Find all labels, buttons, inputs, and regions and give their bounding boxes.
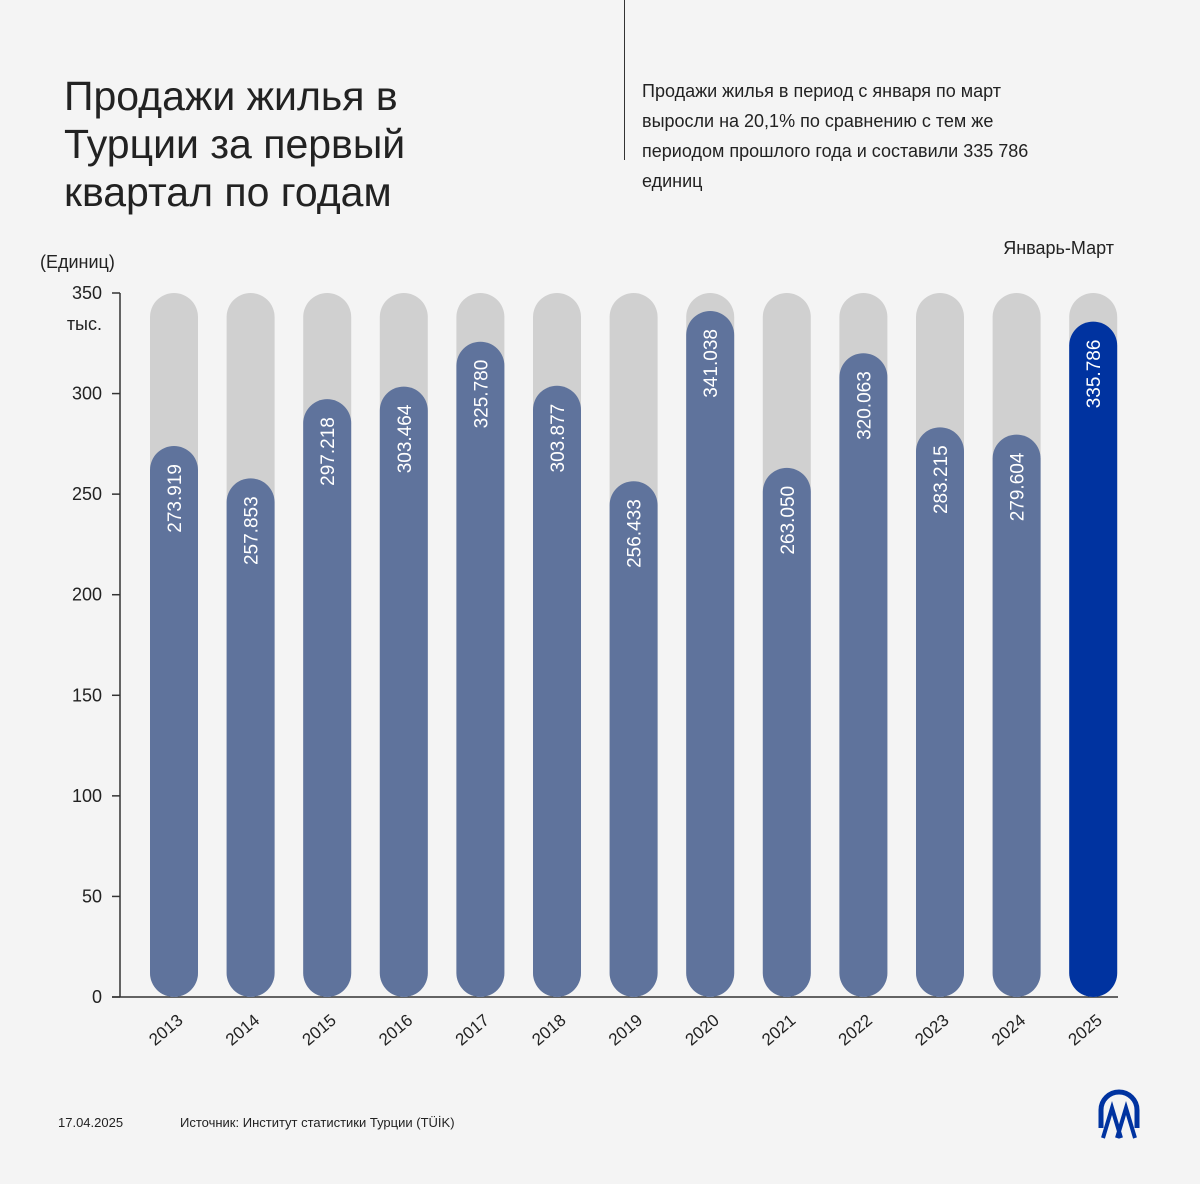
x-tick-label: 2018	[528, 1011, 569, 1050]
y-tick-label: 150	[72, 685, 102, 705]
data-label: 273.919	[165, 464, 186, 533]
bar-2023	[916, 427, 964, 997]
data-label: 303.464	[395, 404, 416, 473]
bar-2022	[839, 353, 888, 997]
x-tick-label: 2019	[605, 1011, 646, 1050]
bar-2014	[226, 478, 275, 997]
page-title: Продажи жилья в Турции за первый квартал…	[64, 73, 406, 215]
x-tick-label: 2023	[911, 1011, 952, 1050]
bar-2024	[992, 434, 1041, 997]
x-tick-label: 2017	[452, 1011, 493, 1050]
bar-2020	[686, 311, 735, 997]
x-tick-label: 2014	[222, 1011, 263, 1050]
x-tick-label: 2024	[988, 1011, 1029, 1050]
y-tick-label: 350	[72, 283, 102, 303]
bar-2018	[533, 385, 581, 997]
data-label: 257.853	[242, 496, 263, 565]
x-tick-label: 2013	[145, 1011, 186, 1050]
bar-2019	[609, 481, 658, 997]
y-tick-label: 200	[72, 585, 102, 605]
subtitle: Продажи жилья в период с января по март …	[642, 81, 1029, 191]
data-label: 325.780	[471, 360, 492, 429]
bar-2021	[762, 467, 811, 998]
x-tick-label: 2016	[375, 1011, 416, 1050]
x-tick-label: 2025	[1065, 1011, 1106, 1050]
bar-2016	[379, 386, 428, 997]
y-tick-label: 300	[72, 384, 102, 404]
footer-date: 17.04.2025	[58, 1115, 124, 1130]
y-tick-label: 0	[92, 987, 102, 1007]
x-tick-label: 2022	[835, 1011, 876, 1050]
y-tick-label: 50	[82, 886, 102, 906]
bar-2013	[150, 446, 198, 997]
data-label: 320.063	[854, 371, 875, 440]
data-label: 256.433	[625, 499, 646, 568]
x-tick-label: 2021	[758, 1011, 799, 1050]
y-tick-unit: тыс.	[67, 314, 102, 334]
y-tick-label: 250	[72, 484, 102, 504]
data-label: 335.786	[1084, 340, 1105, 409]
data-label: 341.038	[701, 329, 722, 398]
bar-2015	[303, 399, 352, 997]
x-tick-label: 2015	[299, 1011, 340, 1050]
data-label: 279.604	[1008, 452, 1029, 521]
y-axis-label: (Единиц)	[40, 252, 115, 272]
footer-source: Источник: Институт статистики Турции (TÜ…	[180, 1115, 455, 1130]
period-label: Январь-Март	[1003, 238, 1114, 258]
divider	[624, 0, 625, 160]
bar-2025	[1069, 321, 1118, 997]
data-label: 303.877	[548, 404, 569, 473]
data-label: 263.050	[778, 486, 799, 555]
x-tick-label: 2020	[682, 1011, 723, 1050]
y-tick-label: 100	[72, 786, 102, 806]
data-label: 283.215	[931, 445, 952, 514]
aa-logo	[1098, 1089, 1140, 1139]
data-label: 297.218	[318, 417, 339, 486]
bar-2017	[456, 341, 505, 997]
